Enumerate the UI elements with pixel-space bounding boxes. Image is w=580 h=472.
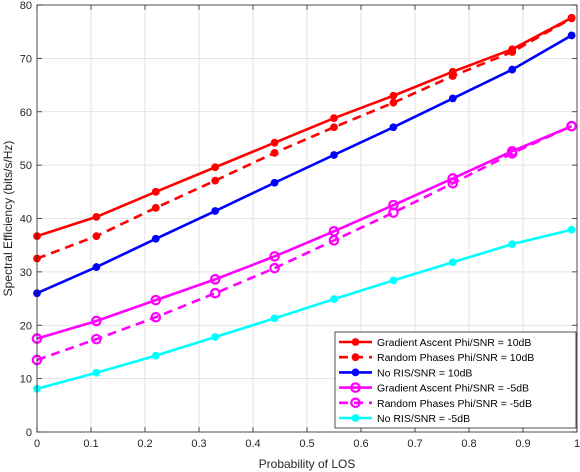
data-point (211, 163, 220, 172)
data-point (209, 274, 221, 285)
y-tick-label: 70 (20, 53, 32, 65)
data-point (566, 120, 577, 132)
data-point (508, 48, 517, 56)
x-tick-label: 0.8 (461, 438, 476, 450)
data-point (447, 177, 459, 189)
data-point (270, 178, 279, 187)
data-point (508, 240, 517, 249)
x-tick-label: 0.1 (83, 438, 98, 450)
data-point (269, 262, 280, 274)
data-point (151, 203, 160, 212)
y-tick-label: 40 (20, 214, 32, 226)
data-point (211, 176, 220, 185)
data-point (330, 114, 338, 123)
series-3 (33, 31, 576, 298)
data-point (92, 263, 101, 271)
x-tick-label: 0 (34, 438, 40, 450)
data-point (567, 225, 576, 234)
ticks: 0 0.1 0.2 0.3 0.4 0.5 0.6 0.7 0.8 0.9 101020304050… (20, 0, 580, 450)
y-tick-label: 80 (20, 0, 32, 12)
data-point (211, 333, 220, 341)
data-point (91, 315, 102, 327)
legend-marker-swatch (350, 382, 361, 393)
y-tick-label: 20 (20, 320, 32, 332)
series-line (36, 17, 573, 260)
data-point (328, 235, 340, 246)
legend-entry: Gradient Ascent Phi/SNR = 10dB (339, 337, 531, 349)
legend-box (334, 331, 577, 429)
series-line (36, 34, 573, 295)
y-tick-label: 30 (20, 267, 32, 279)
data-point (91, 333, 102, 345)
data-point (506, 148, 518, 159)
data-point (209, 287, 221, 299)
x-tick-label: 0.4 (245, 438, 260, 450)
y-tick-label: 60 (20, 107, 32, 119)
x-tick-label: 0.5 (299, 438, 314, 450)
legend-marker-swatch (351, 338, 360, 346)
data-point (150, 311, 162, 323)
data-point (92, 368, 101, 377)
data-point (270, 148, 279, 157)
series-line (36, 16, 573, 238)
data-point (269, 251, 280, 262)
legend: Gradient Ascent Phi/SNR = 10dB Random Pha… (334, 331, 577, 429)
series-line (36, 124, 573, 340)
data-point (151, 187, 160, 196)
legend-entry: No RIS/SNR = -5dB (339, 413, 470, 425)
data-point (151, 351, 160, 360)
legend-label: Gradient Ascent Phi/SNR = 10dB (377, 337, 531, 349)
data-point (389, 91, 398, 100)
data-point (150, 294, 162, 306)
data-point (448, 258, 457, 267)
legend-marker-swatch (350, 397, 361, 409)
data-point (92, 212, 101, 221)
x-tick-label: 0.9 (515, 438, 530, 450)
series-1 (33, 13, 576, 241)
legend-label: Random Phases Phi/SNR = -5dB (377, 398, 532, 410)
data-point (389, 123, 398, 132)
x-tick-label: 0.7 (407, 438, 422, 450)
legend-marker-swatch (351, 414, 360, 422)
data-point (567, 31, 576, 40)
y-tick-label: 10 (20, 374, 32, 386)
data-point (330, 151, 338, 159)
legend-marker-swatch (351, 353, 360, 362)
x-axis-label: Probability of LOS (259, 457, 356, 471)
data-point (270, 314, 279, 323)
series-line (36, 124, 573, 362)
x-tick-label: 0.3 (191, 438, 206, 450)
data-point (448, 94, 457, 103)
legend-entry: Random Phases Phi/SNR = -5dB (339, 397, 532, 410)
y-tick-label: 0 (26, 427, 32, 439)
data-point (211, 207, 220, 215)
x-tick-label: 0.2 (137, 438, 152, 450)
legend-label: Gradient Ascent Phi/SNR = -5dB (377, 383, 529, 395)
data-point (330, 123, 338, 132)
x-tick-label: 1 (574, 438, 580, 450)
data-point (389, 276, 398, 285)
legend-label: No RIS/SNR = -5dB (377, 413, 470, 425)
data-point (330, 295, 338, 303)
legend-label: Random Phases Phi/SNR = 10dB (377, 352, 534, 364)
series-line (36, 228, 572, 391)
data-point (508, 65, 517, 74)
legend-entry: Random Phases Phi/SNR = 10dB (339, 352, 534, 364)
data-point (92, 232, 101, 241)
data-point (388, 207, 399, 218)
series-2 (33, 14, 576, 263)
data-point (270, 138, 279, 147)
data-point (448, 72, 457, 80)
data-point (151, 234, 160, 243)
x-tick-label: 0.6 (353, 438, 368, 450)
data-point (567, 14, 576, 23)
y-axis-label: Spectral Efficiency (bits/s/Hz) (1, 141, 15, 297)
legend-label: No RIS/SNR = 10dB (377, 367, 472, 379)
legend-entry: No RIS/SNR = 10dB (339, 367, 472, 379)
y-tick-label: 50 (20, 160, 32, 172)
legend-entry: Gradient Ascent Phi/SNR = -5dB (339, 382, 529, 395)
data-point (389, 98, 398, 107)
legend-marker-swatch (351, 368, 360, 377)
